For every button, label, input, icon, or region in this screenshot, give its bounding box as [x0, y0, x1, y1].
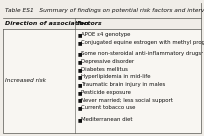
Bar [3, 18, 201, 29]
Text: Mediterranean diet: Mediterranean diet [81, 117, 132, 122]
Text: APOE ε4 genotype: APOE ε4 genotype [81, 32, 130, 37]
Bar [3, 3, 201, 18]
Text: ■: ■ [78, 98, 82, 103]
Text: Factors: Factors [77, 21, 103, 26]
Text: ■: ■ [78, 74, 82, 79]
Text: ■: ■ [78, 117, 82, 122]
Text: Never married; less social support: Never married; less social support [81, 98, 173, 103]
Text: Increased risk: Increased risk [5, 78, 46, 84]
Text: Hyperlipidemia in mid-life: Hyperlipidemia in mid-life [81, 74, 150, 79]
Text: Pesticide exposure: Pesticide exposure [81, 90, 131, 95]
Text: ■: ■ [78, 90, 82, 95]
Text: Conjugated equine estrogen with methyl progesti: Conjugated equine estrogen with methyl p… [81, 40, 204, 45]
Text: Table ES1   Summary of findings on potential risk factors and interventions for : Table ES1 Summary of findings on potenti… [5, 8, 204, 13]
Text: Diabetes mellitus: Diabetes mellitus [81, 67, 128, 72]
Text: ■: ■ [78, 40, 82, 45]
Text: ■: ■ [78, 67, 82, 72]
Text: ■: ■ [78, 51, 82, 56]
Text: ■: ■ [78, 32, 82, 37]
Text: Depressive disorder: Depressive disorder [81, 59, 134, 64]
Text: ■: ■ [78, 82, 82, 87]
Text: Direction of association: Direction of association [5, 21, 89, 26]
Text: ■: ■ [78, 105, 82, 110]
Text: Some non-steroidal anti-inflammatory drugs¹: Some non-steroidal anti-inflammatory dru… [81, 51, 203, 56]
Text: ■: ■ [78, 59, 82, 64]
Text: Current tobacco use: Current tobacco use [81, 105, 135, 110]
Text: Traumatic brain injury in males: Traumatic brain injury in males [81, 82, 165, 87]
